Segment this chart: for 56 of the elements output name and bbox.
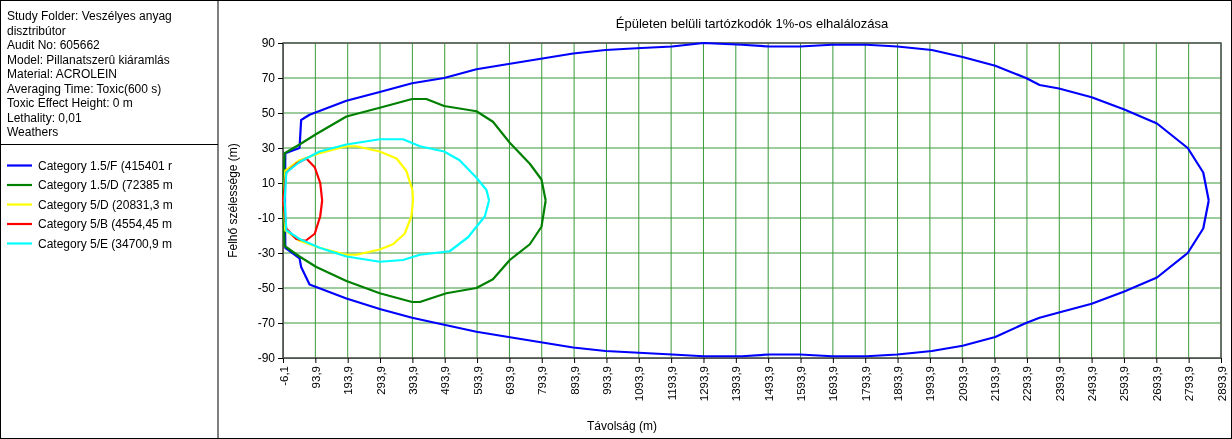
x-tick-label: 2293,9 — [1021, 366, 1034, 402]
x-tick-label: 1993,9 — [924, 366, 937, 402]
text: Toxic Effect Height: 0 m — [7, 96, 133, 110]
x-tick-label: 293,9 — [374, 366, 387, 395]
legend-label: Category 1.5/F (415401 r — [38, 158, 173, 173]
x-tick-label: 193,9 — [342, 366, 355, 395]
legend-label: Category 5/E (34700,9 m — [38, 236, 173, 251]
y-tick-label: -90 — [257, 351, 276, 366]
x-axis-title: Távolság (m) — [586, 419, 658, 433]
y-tick-label: -30 — [257, 246, 276, 261]
x-tick-label: 1293,9 — [698, 366, 711, 402]
x-tick-label: 2093,9 — [956, 366, 969, 402]
text: Model: Pillanatszerû kiáramlás — [7, 52, 170, 67]
x-tick-label: 1893,9 — [892, 366, 905, 402]
x-tick-label: 593,9 — [471, 366, 484, 395]
x-tick-label: 493,9 — [439, 366, 452, 395]
x-tick-label: 993,9 — [600, 366, 613, 395]
x-tick-label: 2193,9 — [989, 366, 1002, 402]
legend-label: Category 5/D (20831,3 m — [38, 197, 173, 212]
x-tick-label: 2493,9 — [1086, 366, 1099, 402]
y-axis-title: Felhő szélessége (m) — [226, 143, 240, 258]
legend-label: Category 1.5/D (72385 m — [38, 178, 173, 192]
y-tick-label: 10 — [261, 176, 276, 191]
chart-title: Épületen belüli tartózkodók 1%-os elhalálozása — [615, 16, 889, 31]
x-tick-label: 1093,9 — [633, 366, 646, 402]
y-tick-label: 90 — [261, 36, 276, 51]
text: Audit No: 605662 — [7, 38, 101, 52]
x-tick-label: 793,9 — [536, 366, 549, 395]
x-tick-label: 1493,9 — [762, 366, 775, 402]
x-tick-label: 1793,9 — [859, 366, 872, 402]
text: Lethality: 0,01 — [7, 110, 83, 125]
y-tick-label: -70 — [257, 316, 276, 331]
x-tick-label: 2893,9 — [1215, 366, 1228, 402]
text: Averaging Time: Toxic(600 s) — [7, 81, 162, 96]
text: Weathers — [7, 125, 59, 139]
x-tick-label: 2793,9 — [1183, 366, 1196, 402]
x-tick-label: 2693,9 — [1150, 366, 1163, 402]
legend-label: Category 5/B (4554,45 m — [38, 217, 173, 231]
x-tick-label: -6,1 — [277, 366, 290, 386]
x-tick-label: 2393,9 — [1053, 366, 1066, 402]
y-tick-label: 50 — [261, 106, 276, 121]
x-tick-label: 1593,9 — [795, 366, 808, 402]
x-tick-label: 1193,9 — [665, 366, 678, 401]
x-tick-label: 393,9 — [406, 366, 419, 395]
x-tick-label: 893,9 — [568, 366, 581, 395]
y-tick-label: 30 — [261, 141, 276, 156]
y-tick-label: -50 — [257, 281, 276, 296]
text: Material: ACROLEIN — [7, 67, 118, 81]
x-tick-label: 93,9 — [309, 366, 322, 389]
x-tick-label: 1693,9 — [827, 366, 840, 402]
x-tick-label: 1393,9 — [730, 366, 743, 402]
y-tick-label: -10 — [257, 211, 276, 226]
x-tick-label: 2593,9 — [1118, 366, 1131, 402]
x-tick-label: 693,9 — [503, 366, 516, 395]
text: Study Folder: Veszélyes anyag disztribútor — [7, 9, 172, 38]
y-tick-label: 70 — [261, 71, 276, 86]
